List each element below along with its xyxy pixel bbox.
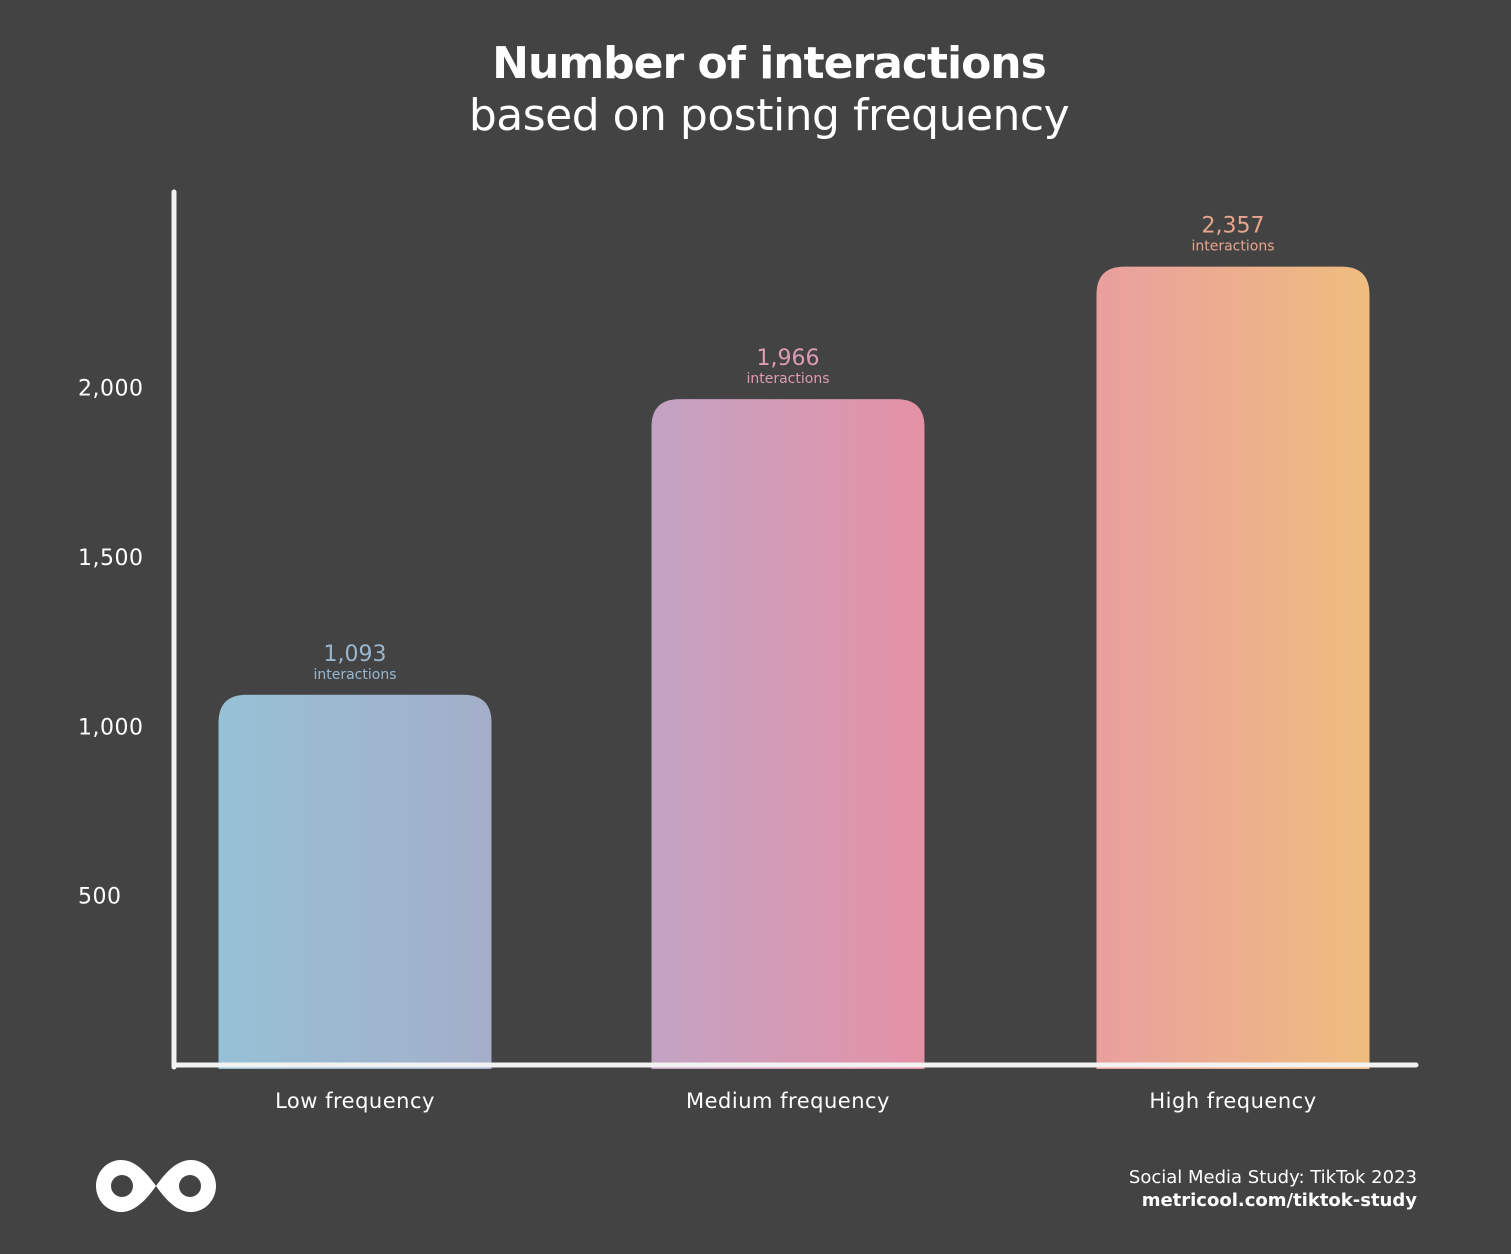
- footer: Social Media Study: TikTok 2023 metricoo…: [1129, 1166, 1417, 1212]
- value-unit-label: interactions: [313, 667, 396, 683]
- y-tick-label: 500: [78, 885, 122, 910]
- value-label: 2,357: [1202, 214, 1265, 239]
- bar-low-frequency: [218, 694, 492, 1069]
- footer-url[interactable]: metricool.com/tiktok-study: [1141, 1190, 1417, 1211]
- value-unit-label: interactions: [1191, 239, 1274, 255]
- metricool-logo-icon: [96, 1160, 216, 1212]
- x-tick-label: Low frequency: [275, 1089, 435, 1113]
- y-tick-label: 1,500: [78, 546, 143, 571]
- bar-medium-frequency: [651, 399, 925, 1069]
- y-tick-label: 2,000: [78, 377, 143, 402]
- x-tick-label: Medium frequency: [686, 1089, 890, 1113]
- value-unit-label: interactions: [746, 371, 829, 387]
- bar-high-frequency: [1096, 266, 1370, 1070]
- value-label: 1,966: [757, 346, 820, 371]
- value-label: 1,093: [324, 642, 387, 667]
- chart-subtitle: based on posting frequency: [468, 90, 1070, 141]
- chart-title: Number of interactions: [492, 38, 1047, 89]
- footer-study: Social Media Study: TikTok 2023: [1128, 1167, 1417, 1188]
- x-tick-label: High frequency: [1149, 1089, 1316, 1113]
- y-tick-label: 1,000: [78, 715, 143, 740]
